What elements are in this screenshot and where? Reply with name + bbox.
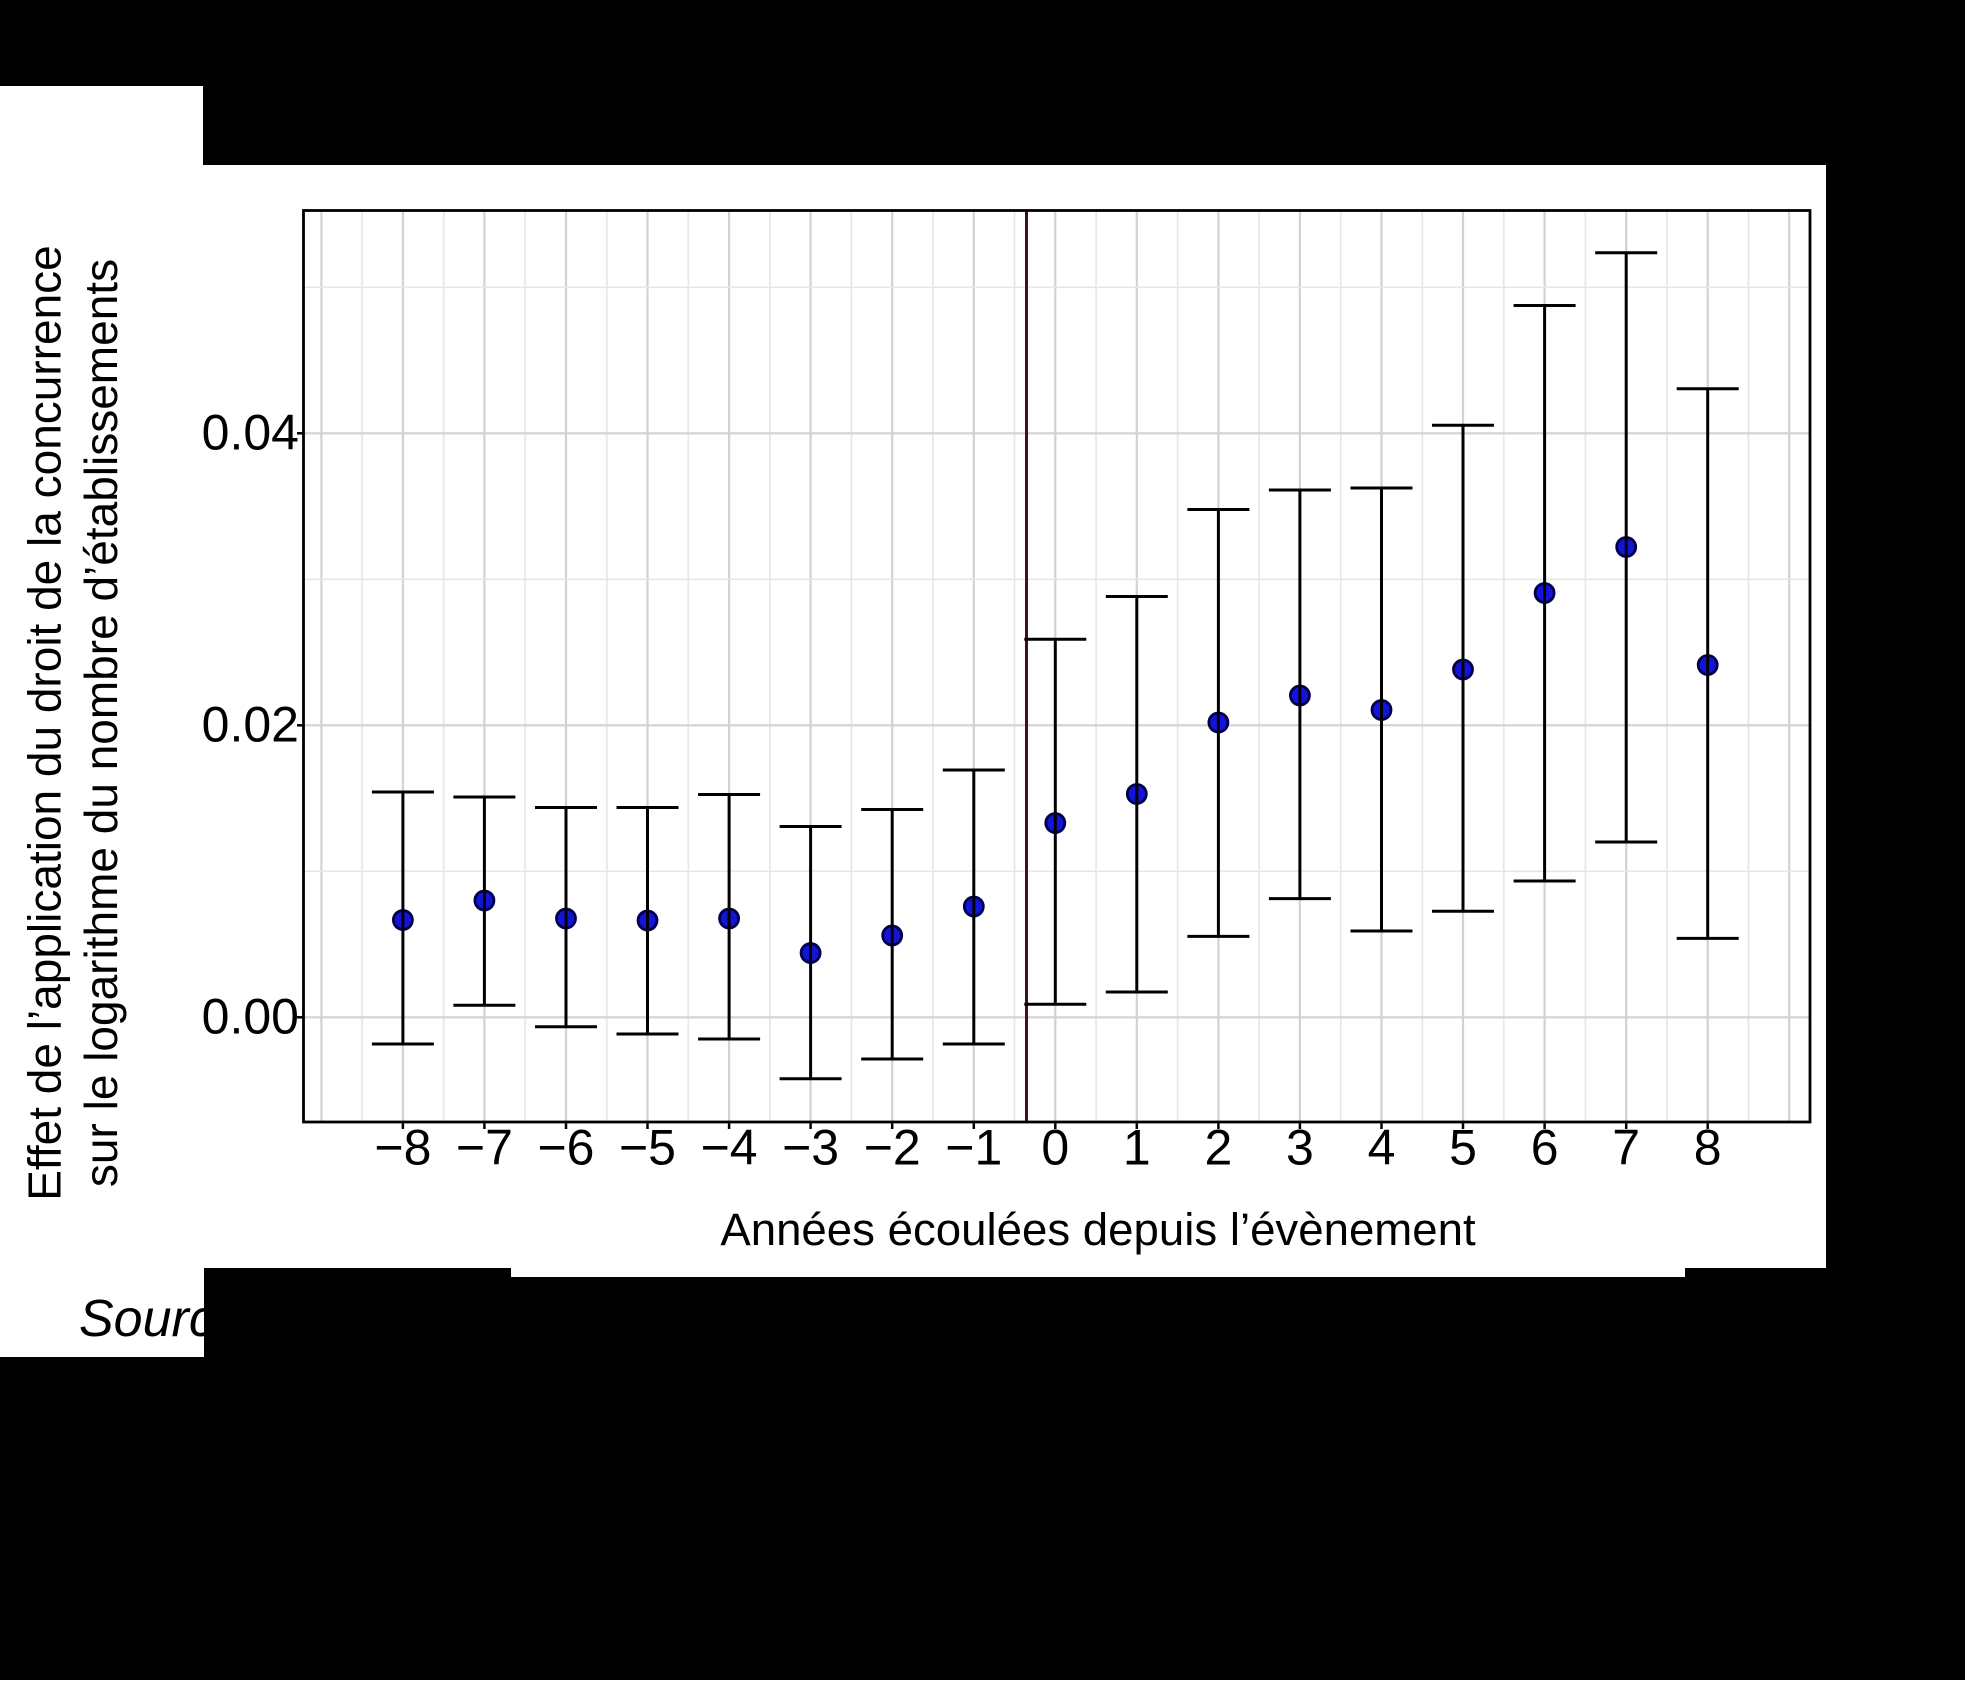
svg-text:0.00: 0.00 [202, 988, 299, 1044]
svg-text:0.02: 0.02 [202, 696, 299, 752]
svg-text:4: 4 [1368, 1120, 1396, 1176]
svg-text:Effet de l’application du droi: Effet de l’application du droit de la co… [19, 245, 71, 1201]
svg-text:0.04: 0.04 [202, 404, 299, 460]
svg-text:−8: −8 [374, 1120, 431, 1176]
svg-text:−1: −1 [945, 1120, 1002, 1176]
svg-text:5: 5 [1449, 1120, 1477, 1176]
svg-text:1: 1 [1123, 1120, 1151, 1176]
svg-text:sur le logarithme du nombre d’: sur le logarithme du nombre d’établissem… [75, 259, 127, 1187]
svg-text:−2: −2 [864, 1120, 921, 1176]
svg-text:−6: −6 [537, 1120, 594, 1176]
svg-text:−7: −7 [456, 1120, 513, 1176]
svg-text:Années écoulées depuis l’évène: Années écoulées depuis l’évènement [720, 1204, 1476, 1255]
svg-text:7: 7 [1612, 1120, 1640, 1176]
svg-text:−4: −4 [701, 1120, 758, 1176]
svg-text:0: 0 [1041, 1120, 1069, 1176]
svg-text:8: 8 [1694, 1120, 1722, 1176]
svg-text:3: 3 [1286, 1120, 1314, 1176]
svg-text:−5: −5 [619, 1120, 676, 1176]
svg-text:−3: −3 [782, 1120, 839, 1176]
svg-text:2: 2 [1204, 1120, 1232, 1176]
svg-text:6: 6 [1531, 1120, 1559, 1176]
